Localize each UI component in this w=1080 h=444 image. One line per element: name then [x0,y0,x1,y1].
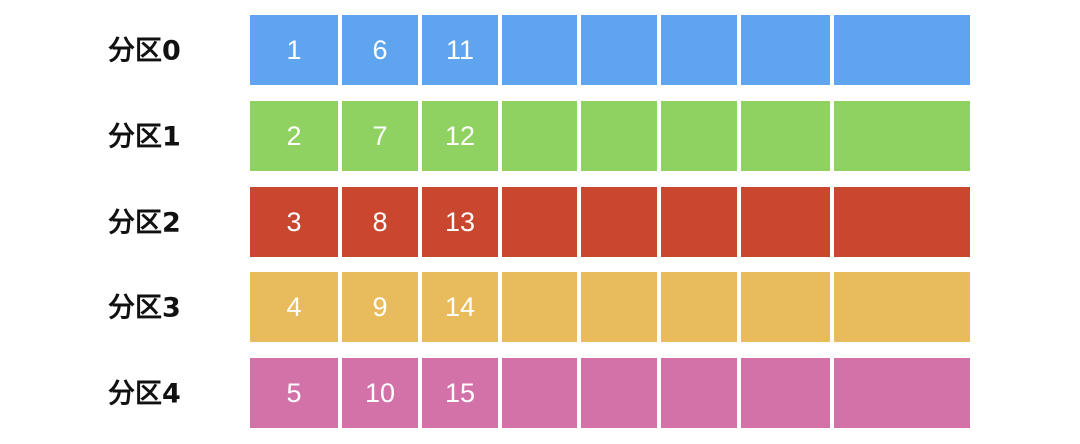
empty-cell [502,272,577,342]
cell-value: 3 [286,207,301,237]
cell-value: 15 [445,378,475,408]
empty-cell [834,272,970,342]
empty-cell [661,187,737,257]
row-label: 分区4 [108,379,181,410]
empty-cell [502,187,577,257]
cell [250,272,338,342]
empty-cell [502,15,577,85]
row-label: 分区3 [108,293,181,324]
empty-cell [661,358,737,428]
cell [342,272,418,342]
cell [342,15,418,85]
empty-cell [741,272,830,342]
cell-value: 9 [372,292,387,322]
empty-cell [661,15,737,85]
cell-value: 12 [445,121,475,151]
cell [250,15,338,85]
row-label: 分区2 [108,208,181,239]
empty-cell [581,187,657,257]
empty-cell [581,15,657,85]
row-label: 分区0 [108,36,181,67]
cell [422,358,498,428]
empty-cell [581,358,657,428]
empty-cell [741,15,830,85]
cell [422,272,498,342]
cell-value: 6 [372,35,387,65]
row-label: 分区1 [108,122,181,153]
empty-cell [834,358,970,428]
empty-cell [581,101,657,171]
cell-value: 4 [286,292,301,322]
empty-cell [741,358,830,428]
cell [422,187,498,257]
cell [342,101,418,171]
cell-value: 5 [286,378,301,408]
empty-cell [502,358,577,428]
cell [342,358,418,428]
cell-value: 7 [372,121,387,151]
empty-cell [741,101,830,171]
empty-cell [741,187,830,257]
cell-value: 14 [445,292,475,322]
cell-value: 8 [372,207,387,237]
cell [342,187,418,257]
empty-cell [834,101,970,171]
empty-cell [834,15,970,85]
cell [250,187,338,257]
cell-value: 10 [365,378,395,408]
cell-value: 1 [286,35,301,65]
empty-cell [661,101,737,171]
cell [422,15,498,85]
cell [250,358,338,428]
empty-cell [581,272,657,342]
cell-value: 11 [446,35,474,65]
cell [250,101,338,171]
empty-cell [502,101,577,171]
empty-cell [834,187,970,257]
cell-value: 13 [445,207,475,237]
cell-value: 2 [286,121,301,151]
cell [422,101,498,171]
empty-cell [661,272,737,342]
